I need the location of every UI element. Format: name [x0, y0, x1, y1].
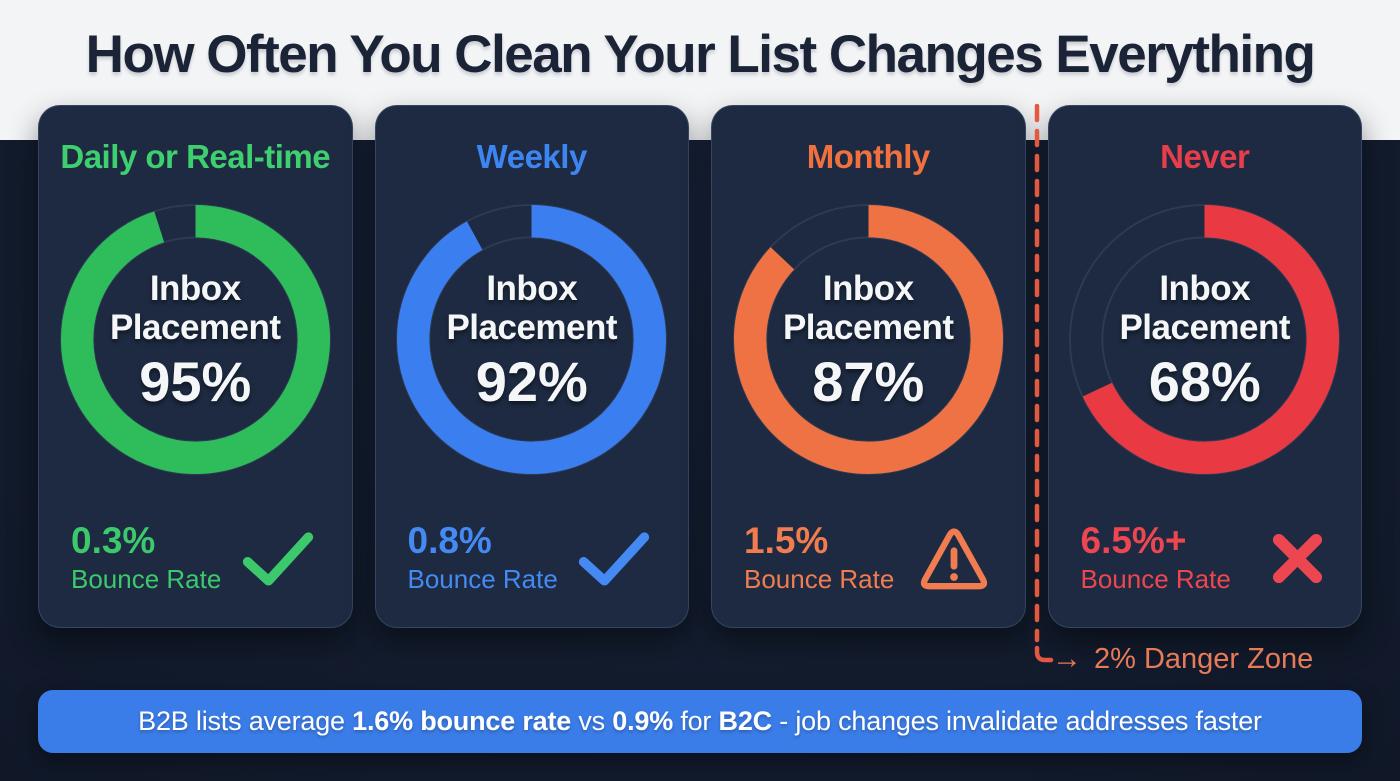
donut-chart: Inbox Placement 92%	[394, 202, 669, 477]
cards-row: Daily or Real-time Inbox Placement 95% 0…	[38, 105, 1362, 628]
donut-ring-arc	[60, 204, 330, 475]
footer-banner: B2B lists average 1.6% bounce rate vs 0.…	[38, 690, 1362, 753]
inbox-placement-value: 92%	[475, 349, 588, 413]
bounce-row: 0.8% Bounce Rate	[376, 521, 689, 595]
donut-center-label: Inbox Placement 92%	[394, 202, 669, 477]
bounce-rate-label: Bounce Rate	[407, 564, 558, 594]
bounce-row: 1.5% Bounce Rate	[712, 521, 1025, 595]
arrow-right-icon: →	[1052, 642, 1082, 675]
bounce-block: 0.3% Bounce Rate	[71, 521, 221, 595]
inbox-placement-value: 68%	[1148, 349, 1261, 413]
footer-segment: vs	[571, 706, 613, 736]
danger-zone-text: 2% Danger Zone	[1094, 642, 1314, 675]
inbox-placement-line2: Placement	[446, 307, 618, 347]
inbox-placement-line1: Inbox	[822, 268, 914, 308]
footer-text: B2B lists average 1.6% bounce rate vs 0.…	[138, 706, 1262, 737]
inbox-placement-value: 95%	[139, 349, 252, 413]
donut-ring-arc	[1070, 204, 1340, 475]
bounce-block: 0.8% Bounce Rate	[408, 521, 558, 595]
donut-ring	[1069, 203, 1341, 476]
inbox-placement-line2: Placement	[109, 307, 281, 347]
footer-segment: B2C	[718, 706, 773, 736]
check-icon	[242, 532, 313, 586]
card-never: Never Inbox Placement 68% 6.5%+ Bounce R…	[1047, 105, 1362, 628]
danger-divider-line	[1034, 104, 1054, 663]
inbox-placement-line1: Inbox	[149, 268, 241, 308]
warning-icon	[920, 527, 987, 589]
bounce-rate-label: Bounce Rate	[744, 564, 895, 594]
inbox-placement-line1: Inbox	[1159, 268, 1251, 308]
bounce-rate-value: 0.3%	[71, 520, 156, 561]
footer-segment: B2B lists average	[138, 706, 353, 736]
donut-ring	[59, 203, 331, 476]
card-title: Daily or Real-time	[60, 138, 331, 175]
footer-segment: - job changes invalidate addresses faste…	[771, 706, 1262, 736]
footer-segment: 0.9%	[612, 706, 674, 736]
inbox-placement-line1: Inbox	[486, 268, 578, 308]
bounce-row: 0.3% Bounce Rate	[39, 521, 352, 595]
bounce-block: 6.5%+ Bounce Rate	[1081, 521, 1231, 595]
inbox-placement-line2: Placement	[1119, 307, 1291, 347]
danger-zone-label: → 2% Danger Zone	[1052, 642, 1313, 676]
donut-chart: Inbox Placement 95%	[58, 202, 333, 477]
donut-ring-arc	[397, 204, 667, 475]
donut-center-label: Inbox Placement 87%	[731, 202, 1006, 477]
donut-ring	[732, 203, 1004, 476]
card-weekly: Weekly Inbox Placement 92% 0.8% Bounce R…	[374, 105, 689, 628]
bounce-rate-value: 6.5%+	[1080, 520, 1187, 561]
bounce-rate-value: 1.5%	[744, 520, 829, 561]
donut-ring	[396, 203, 668, 476]
donut-center-label: Inbox Placement 68%	[1067, 202, 1342, 477]
card-title: Weekly	[476, 138, 588, 175]
donut-chart: Inbox Placement 68%	[1067, 202, 1342, 477]
card-monthly: Monthly Inbox Placement 87% 1.5% Bounce …	[711, 105, 1026, 628]
card-title: Never	[1160, 138, 1250, 175]
bounce-rate-label: Bounce Rate	[71, 564, 222, 594]
donut-center-label: Inbox Placement 95%	[58, 202, 333, 477]
bounce-rate-label: Bounce Rate	[1080, 564, 1231, 594]
footer-segment: 1.6% bounce rate	[352, 706, 572, 736]
inbox-placement-line2: Placement	[782, 307, 954, 347]
bounce-block: 1.5% Bounce Rate	[744, 521, 894, 595]
inbox-placement-value: 87%	[812, 349, 925, 413]
bounce-rate-value: 0.8%	[407, 520, 492, 561]
card-title: Monthly	[806, 138, 930, 175]
donut-chart: Inbox Placement 87%	[731, 202, 1006, 477]
check-icon	[578, 532, 650, 586]
card-daily-or-real-time: Daily or Real-time Inbox Placement 95% 0…	[38, 105, 353, 628]
footer-segment: for	[673, 706, 719, 736]
donut-ring-arc	[733, 204, 1003, 475]
bounce-row: 6.5%+ Bounce Rate	[1049, 521, 1362, 595]
x-icon	[1272, 533, 1323, 583]
page-title: How Often You Clean Your List Changes Ev…	[85, 25, 1316, 84]
